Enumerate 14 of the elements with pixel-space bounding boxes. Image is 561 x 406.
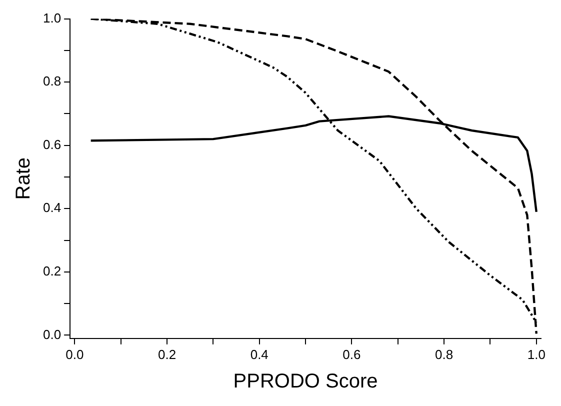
y-tick-label: 0.0 xyxy=(42,326,62,342)
x-tick-label: 0.0 xyxy=(66,346,84,362)
x-tick-label: 0.2 xyxy=(158,346,176,362)
x-tick-label: 0.8 xyxy=(435,346,454,362)
y-tick-label: 1.0 xyxy=(42,10,62,26)
y-tick-label: 0.6 xyxy=(42,136,62,152)
x-tick-label: 0.6 xyxy=(342,346,361,362)
y-tick-label: 0.4 xyxy=(42,200,62,216)
y-axis-title: Rate xyxy=(12,157,35,200)
x-tick-label: 0.4 xyxy=(250,346,268,362)
y-tick-label: 0.2 xyxy=(42,264,62,279)
x-axis-title: PPRODO Score xyxy=(233,370,378,393)
y-tick-label: 0.8 xyxy=(42,74,62,89)
x-tick-label: 1.0 xyxy=(527,346,546,362)
